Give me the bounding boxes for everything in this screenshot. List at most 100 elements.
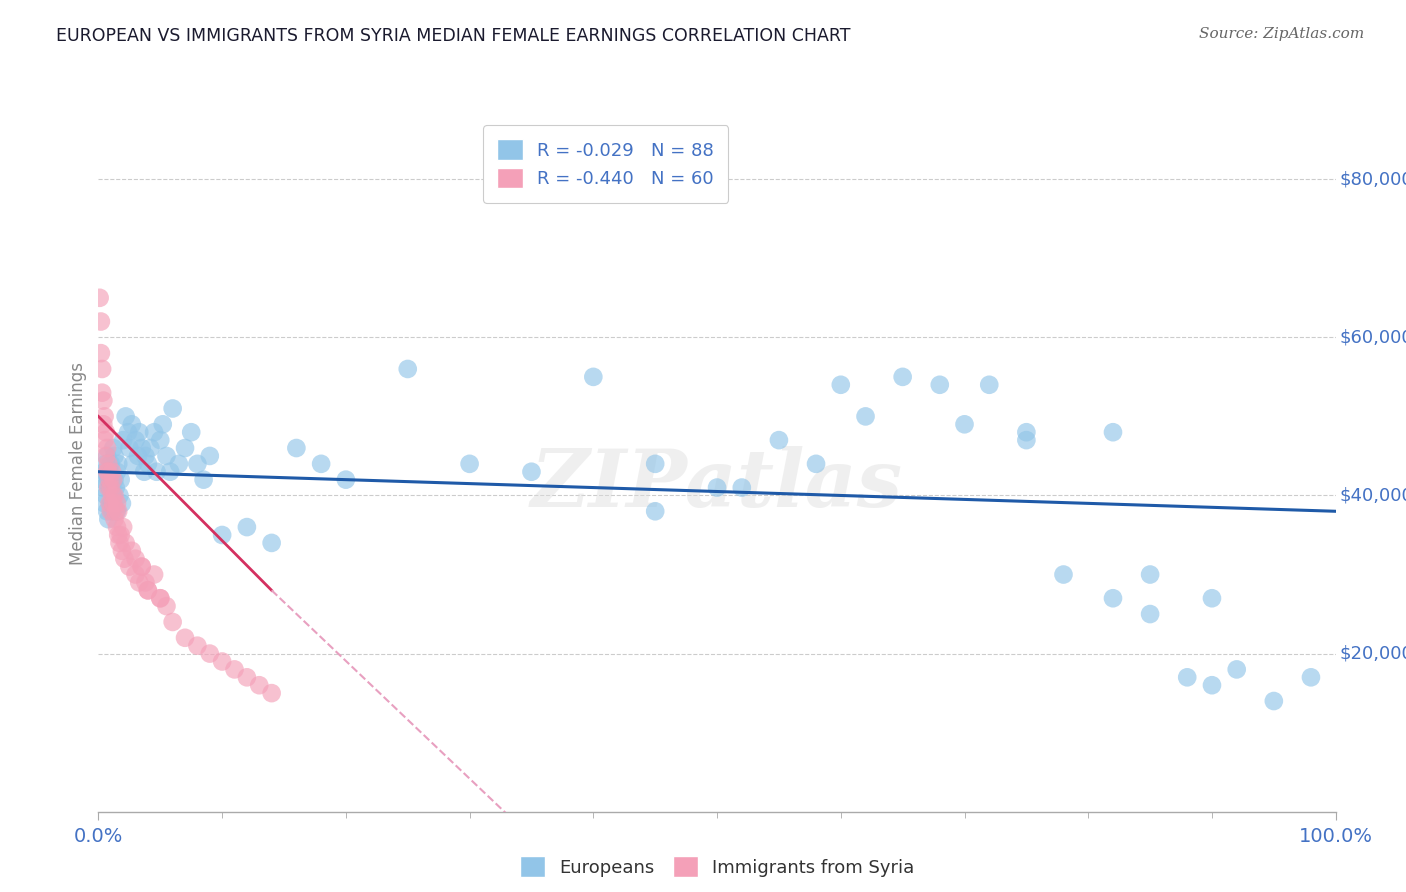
Point	[1139, 607, 1161, 621]
Point	[396, 362, 419, 376]
Point	[105, 504, 128, 518]
Point	[1139, 567, 1161, 582]
Point	[928, 377, 950, 392]
Point	[198, 449, 221, 463]
Point	[174, 631, 197, 645]
Point	[1102, 591, 1125, 606]
Point	[103, 512, 125, 526]
Point	[186, 457, 208, 471]
Point	[1263, 694, 1285, 708]
Point	[260, 536, 283, 550]
Point	[804, 457, 827, 471]
Point	[124, 551, 146, 566]
Text: $60,000: $60,000	[1340, 328, 1406, 346]
Point	[582, 370, 605, 384]
Point	[93, 433, 115, 447]
Point	[155, 599, 177, 614]
Point	[93, 496, 115, 510]
Point	[180, 425, 202, 440]
Point	[93, 465, 115, 479]
Point	[131, 559, 153, 574]
Point	[96, 465, 118, 479]
Point	[236, 670, 259, 684]
Point	[134, 575, 156, 590]
Point	[96, 504, 118, 518]
Point	[145, 465, 167, 479]
Point	[103, 496, 125, 510]
Point	[139, 441, 162, 455]
Point	[118, 441, 141, 455]
Text: EUROPEAN VS IMMIGRANTS FROM SYRIA MEDIAN FEMALE EARNINGS CORRELATION CHART: EUROPEAN VS IMMIGRANTS FROM SYRIA MEDIAN…	[56, 27, 851, 45]
Point	[94, 488, 117, 502]
Point	[103, 488, 125, 502]
Point	[136, 457, 159, 471]
Point	[167, 457, 190, 471]
Point	[162, 615, 184, 629]
Point	[211, 655, 233, 669]
Point	[211, 528, 233, 542]
Point	[1201, 678, 1223, 692]
Point	[100, 457, 122, 471]
Point	[108, 536, 131, 550]
Point	[1052, 567, 1074, 582]
Point	[108, 488, 131, 502]
Y-axis label: Median Female Earnings: Median Female Earnings	[69, 362, 87, 566]
Point	[830, 377, 852, 392]
Point	[105, 496, 128, 510]
Point	[89, 291, 111, 305]
Point	[134, 465, 156, 479]
Point	[107, 528, 129, 542]
Point	[155, 449, 177, 463]
Point	[105, 520, 128, 534]
Point	[114, 409, 136, 424]
Point	[127, 449, 149, 463]
Point	[103, 473, 125, 487]
Point	[136, 583, 159, 598]
Point	[1175, 670, 1198, 684]
Point	[143, 425, 166, 440]
Point	[100, 496, 122, 510]
Text: Source: ZipAtlas.com: Source: ZipAtlas.com	[1198, 27, 1364, 41]
Point	[111, 544, 134, 558]
Point	[768, 433, 790, 447]
Point	[101, 465, 124, 479]
Point	[309, 457, 332, 471]
Point	[224, 662, 246, 676]
Point	[100, 504, 122, 518]
Point	[112, 520, 135, 534]
Point	[94, 457, 117, 471]
Point	[644, 457, 666, 471]
Point	[1015, 425, 1038, 440]
Point	[98, 481, 121, 495]
Point	[93, 409, 115, 424]
Point	[335, 473, 357, 487]
Point	[103, 488, 125, 502]
Point	[124, 433, 146, 447]
Point	[174, 441, 197, 455]
Point	[117, 425, 139, 440]
Point	[247, 678, 270, 692]
Point	[91, 385, 114, 400]
Point	[260, 686, 283, 700]
Point	[107, 457, 129, 471]
Point	[90, 346, 112, 360]
Point	[121, 544, 143, 558]
Point	[131, 559, 153, 574]
Point	[110, 473, 132, 487]
Point	[112, 433, 135, 447]
Point	[97, 457, 120, 471]
Point	[112, 551, 135, 566]
Point	[1015, 433, 1038, 447]
Point	[159, 465, 181, 479]
Point	[1102, 425, 1125, 440]
Point	[121, 417, 143, 432]
Point	[131, 441, 153, 455]
Point	[136, 583, 159, 598]
Point	[458, 457, 481, 471]
Point	[520, 465, 543, 479]
Point	[97, 481, 120, 495]
Point	[98, 473, 121, 487]
Point	[97, 465, 120, 479]
Point	[706, 481, 728, 495]
Point	[198, 647, 221, 661]
